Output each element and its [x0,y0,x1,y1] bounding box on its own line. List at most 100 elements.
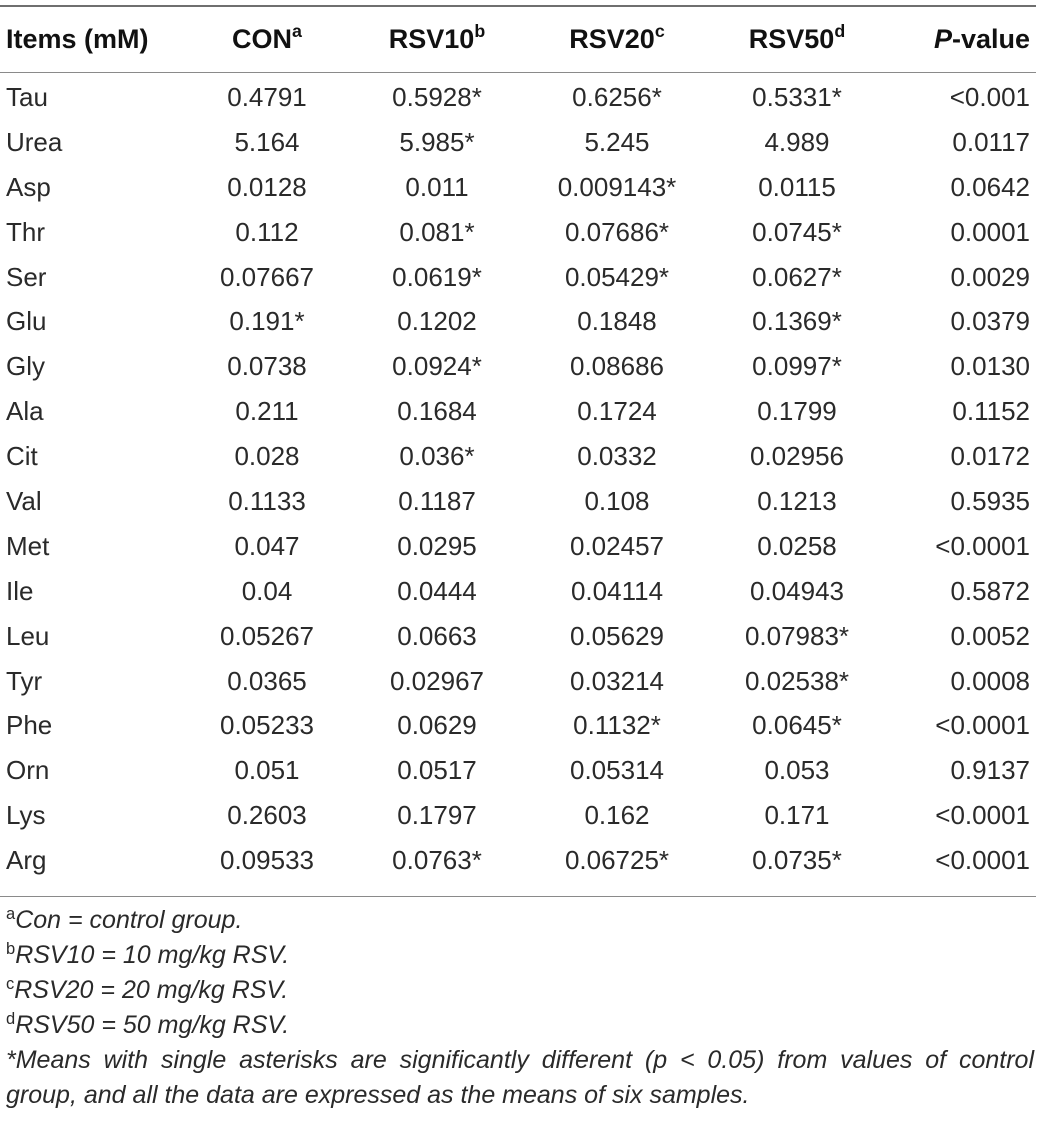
cell-con: 5.164 [234,126,300,157]
header-rsv10: RSV10b [388,20,486,54]
cell-rsv20: 0.1132* [573,710,661,741]
cell-p-value: 0.9137 [950,755,1030,786]
table-row: Gly 0.0738 0.0924* 0.08686 0.0997* 0.0130 [0,344,1036,389]
cell-rsv50: 0.5331* [752,81,842,112]
table-header-row: Items (mM) CONa RSV10b RSV20c RSV50d P-v… [0,10,1036,68]
cell-rsv50: 0.053 [764,755,830,786]
cell-rsv10: 0.081* [399,216,475,247]
cell-con: 0.05267 [220,620,314,651]
table-row: Ile 0.04 0.0444 0.04114 0.04943 0.5872 [0,569,1036,614]
table-row: Lys 0.2603 0.1797 0.162 0.171 <0.0001 [0,793,1036,838]
cell-item: Val [6,485,42,516]
header-rsv20: RSV20c [569,20,665,54]
table-top-rule [0,5,1036,7]
table-row: Tau 0.4791 0.5928* 0.6256* 0.5331* <0.001 [0,75,1036,120]
table-row: Val 0.1133 0.1187 0.108 0.1213 0.5935 [0,479,1036,524]
cell-rsv20: 0.05629 [570,620,664,651]
cell-rsv10: 0.1684 [397,396,477,427]
cell-rsv50: 0.0258 [757,530,837,561]
cell-rsv10: 0.0924* [392,351,482,382]
table-body: Tau 0.4791 0.5928* 0.6256* 0.5331* <0.001 Urea… [0,75,1036,883]
cell-rsv50: 0.1213 [757,485,837,516]
amino-acid-table: Items (mM) CONa RSV10b RSV20c RSV50d P-v… [0,10,1036,883]
cell-rsv20: 0.6256* [572,81,662,112]
cell-item: Cit [6,441,38,472]
cell-rsv20: 0.05429* [564,261,670,292]
table-header-rule [0,72,1036,73]
cell-rsv10: 0.02967 [390,665,484,696]
footnote-d: dRSV50 = 50 mg/kg RSV. [6,1009,290,1039]
cell-p-value: 0.0117 [952,126,1030,157]
cell-rsv50: 0.0645* [752,710,842,741]
cell-rsv20: 0.06725* [564,845,670,876]
cell-rsv10: 5.985* [399,126,475,157]
cell-p-value: 0.0642 [950,171,1030,202]
footnote-a: aCon = control group. [6,904,243,934]
cell-con: 0.028 [234,441,300,472]
cell-p-value: 0.0001 [950,216,1030,247]
table-row: Asp 0.0128 0.011 0.009143* 0.0115 0.0642 [0,165,1036,210]
cell-rsv10: 0.0295 [397,530,477,561]
cell-rsv10: 0.0444 [397,575,477,606]
cell-p-value: 0.1152 [952,396,1030,427]
cell-item: Met [6,530,50,561]
cell-rsv20: 5.245 [584,126,650,157]
cell-con: 0.09533 [220,845,314,876]
cell-con: 0.0738 [227,351,307,382]
header-rsv50: RSV50d [748,20,846,54]
cell-rsv50: 0.0745* [752,216,842,247]
cell-rsv20: 0.1848 [577,306,657,337]
cell-rsv50: 0.1369* [752,306,842,337]
cell-con: 0.0128 [227,171,307,202]
table-bottom-rule [0,896,1036,897]
cell-p-value: <0.0001 [935,845,1030,876]
cell-rsv50: 0.1799 [757,396,837,427]
cell-item: Lys [6,800,46,831]
cell-rsv50: 0.0627* [752,261,842,292]
cell-rsv20: 0.07686* [564,216,670,247]
table-row: Ala 0.211 0.1684 0.1724 0.1799 0.1152 [0,389,1036,434]
table-row: Tyr 0.0365 0.02967 0.03214 0.02538* 0.0008 [0,659,1036,704]
cell-con: 0.04 [241,575,293,606]
cell-rsv10: 0.0763* [392,845,482,876]
cell-item: Arg [6,845,47,876]
table-row: Orn 0.051 0.0517 0.05314 0.053 0.9137 [0,748,1036,793]
footnote-c: cRSV20 = 20 mg/kg RSV. [6,974,289,1004]
cell-rsv50: 0.0997* [752,351,842,382]
cell-rsv10: 0.011 [405,171,469,202]
table-row: Ser 0.07667 0.0619* 0.05429* 0.0627* 0.0029 [0,255,1036,300]
cell-p-value: 0.0052 [950,620,1030,651]
cell-rsv10: 0.0619* [392,261,482,292]
cell-con: 0.191* [229,306,305,337]
cell-rsv20: 0.03214 [570,665,664,696]
cell-con: 0.112 [235,216,299,247]
cell-item: Tyr [6,665,43,696]
cell-rsv10: 0.1202 [397,306,477,337]
cell-item: Phe [6,710,53,741]
cell-con: 0.4791 [227,81,307,112]
cell-item: Tau [6,81,48,112]
cell-con: 0.051 [234,755,300,786]
cell-p-value: 0.5872 [950,575,1030,606]
cell-rsv20: 0.05314 [570,755,664,786]
footnote-b: bRSV10 = 10 mg/kg RSV. [6,939,290,969]
cell-rsv20: 0.04114 [570,575,664,606]
cell-rsv10: 0.5928* [392,81,482,112]
cell-item: Ala [6,396,44,427]
cell-rsv10: 0.0629 [397,710,477,741]
asterisk-footnote: *Means with single asterisks are signifi… [6,1046,1034,1109]
cell-p-value: <0.0001 [935,530,1030,561]
cell-rsv20: 0.02457 [570,530,664,561]
table-row: Cit 0.028 0.036* 0.0332 0.02956 0.0172 [0,434,1036,479]
cell-rsv20: 0.009143* [557,171,677,202]
table-row: Glu 0.191* 0.1202 0.1848 0.1369* 0.0379 [0,299,1036,344]
header-con: CONa [232,20,302,54]
cell-rsv50: 0.02538* [744,665,850,696]
cell-con: 0.2603 [227,800,307,831]
table-row: Met 0.047 0.0295 0.02457 0.0258 <0.0001 [0,524,1036,569]
cell-p-value: 0.0379 [950,306,1030,337]
cell-con: 0.0365 [227,665,307,696]
cell-rsv50: 0.02956 [750,441,844,472]
table-row: Leu 0.05267 0.0663 0.05629 0.07983* 0.0052 [0,614,1036,659]
